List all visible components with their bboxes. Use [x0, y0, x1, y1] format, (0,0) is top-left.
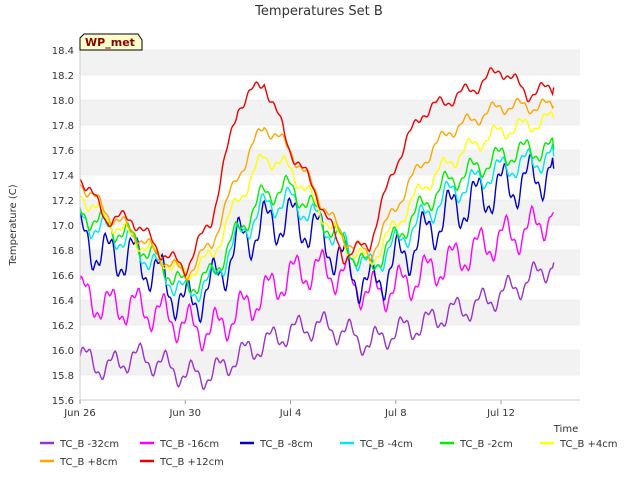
y-tick-label: 16.2	[52, 321, 74, 332]
grid-band	[80, 150, 580, 175]
grid-band	[80, 325, 580, 350]
series-line	[79, 204, 555, 352]
badge-label: WP_met	[85, 36, 135, 49]
y-tick-label: 17.2	[52, 196, 74, 207]
grid-band	[80, 50, 580, 75]
y-tick-label: 15.8	[52, 371, 74, 382]
x-tick-label: Jul 12	[486, 408, 515, 419]
chart-title: Temperatures Set B	[254, 4, 383, 19]
y-tick-label: 18.0	[52, 96, 74, 107]
y-tick-label: 18.2	[52, 71, 74, 82]
series-line	[79, 153, 555, 324]
y-tick-label: 17.0	[52, 221, 74, 232]
grid-band	[80, 175, 580, 200]
y-tick-label: 17.4	[52, 171, 74, 182]
y-tick-label: 17.6	[52, 146, 74, 157]
series-line	[79, 260, 555, 391]
grid-band	[80, 375, 580, 400]
grid-band	[80, 200, 580, 225]
x-tick-label: Jun 26	[63, 408, 96, 419]
legend: TC_B -32cm TC_B -16cm TC_B -8cm TC_B -4cm TC…	[40, 439, 618, 468]
series-line	[79, 67, 555, 278]
y-tick-label: 16.8	[52, 246, 74, 257]
y-axis-ticks: 15.6 15.8 16.0 16.2 16.4 16.6 16.8 17.0 17.2 17.4…	[52, 46, 74, 407]
wp-met-badge: WP_met	[79, 33, 143, 51]
legend-label: TC_B -8cm	[259, 439, 313, 450]
x-axis-label: Time	[553, 424, 578, 435]
grid-bands	[80, 49, 580, 401]
x-tick-label: Jul 4	[279, 408, 302, 419]
series-lines	[79, 67, 555, 391]
x-tick-label: Jun 30	[168, 408, 201, 419]
y-tick-label: 17.8	[52, 121, 74, 132]
x-axis-ticks: Jun 26 Jun 30 Jul 4 Jul 8 Jul 12	[63, 400, 515, 419]
legend-label: TC_B -2cm	[459, 439, 513, 450]
legend-label: TC_B +12cm	[159, 457, 224, 468]
grid-band	[80, 75, 580, 100]
y-tick-label: 15.6	[52, 396, 74, 407]
legend-label: TC_B +8cm	[59, 457, 118, 468]
y-tick-label: 16.0	[52, 346, 74, 357]
legend-label: TC_B +4cm	[559, 439, 618, 450]
y-tick-label: 16.4	[52, 296, 74, 307]
legend-label: TC_B -32cm	[59, 439, 119, 450]
series-line	[79, 111, 555, 281]
y-tick-label: 18.4	[52, 46, 74, 57]
x-tick-label: Jul 8	[384, 408, 407, 419]
y-axis-label: Temperature (C)	[8, 184, 19, 266]
badge-shape	[79, 33, 143, 51]
y-tick-label: 16.6	[52, 271, 74, 282]
grid-band	[80, 100, 580, 125]
grid-band	[80, 300, 580, 325]
legend-label: TC_B -16cm	[159, 439, 219, 450]
legend-label: TC_B -4cm	[359, 439, 413, 450]
